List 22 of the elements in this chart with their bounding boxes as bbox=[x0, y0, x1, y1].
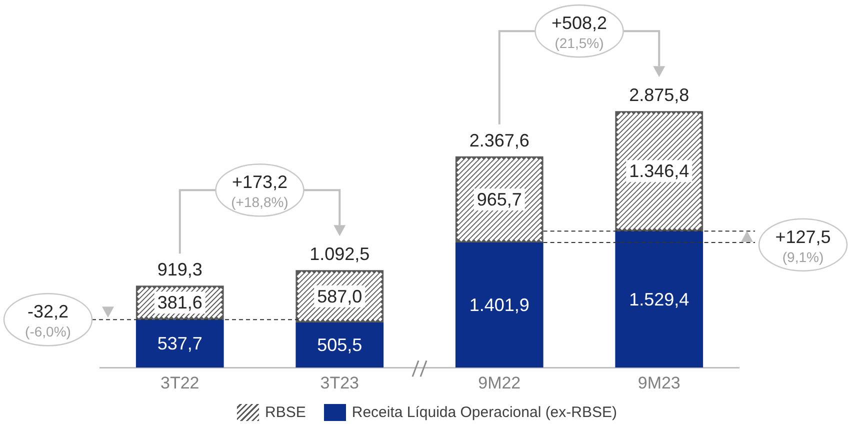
text: -32,2 (-6,0%) bbox=[25, 302, 71, 340]
total-label: 1.092,5 bbox=[310, 244, 370, 264]
data-label: 1.346,4 bbox=[629, 161, 690, 182]
data-label: 381,6 bbox=[157, 292, 202, 313]
text: +127,5 (9,1%) bbox=[775, 226, 831, 265]
x-tick-label: 9M23 bbox=[638, 373, 680, 392]
legend-label: Receita Líquida Operacional (ex-RBSE) bbox=[352, 404, 617, 421]
data-label: 505,5 bbox=[317, 335, 362, 356]
total-label: 2.367,6 bbox=[469, 130, 530, 150]
total-label: 2.875,8 bbox=[629, 85, 690, 106]
data-label: 587,0 bbox=[317, 286, 362, 306]
data-label: 965,7 bbox=[476, 189, 522, 210]
x-tick-label: 9M22 bbox=[478, 373, 521, 392]
annotation: +173,2 (+18,8%) bbox=[231, 172, 288, 210]
x-tick-label: 3T22 bbox=[160, 373, 200, 392]
total-label: 919,3 bbox=[157, 260, 202, 280]
data-label: 1.529,4 bbox=[629, 289, 690, 310]
legend-label: RBSE bbox=[265, 404, 306, 421]
x-tick-label: 3T23 bbox=[320, 373, 359, 392]
data-label: 1.401,9 bbox=[469, 295, 530, 316]
data-label: 537,7 bbox=[157, 334, 202, 354]
text: +508,2 (21,5%) bbox=[551, 13, 608, 52]
